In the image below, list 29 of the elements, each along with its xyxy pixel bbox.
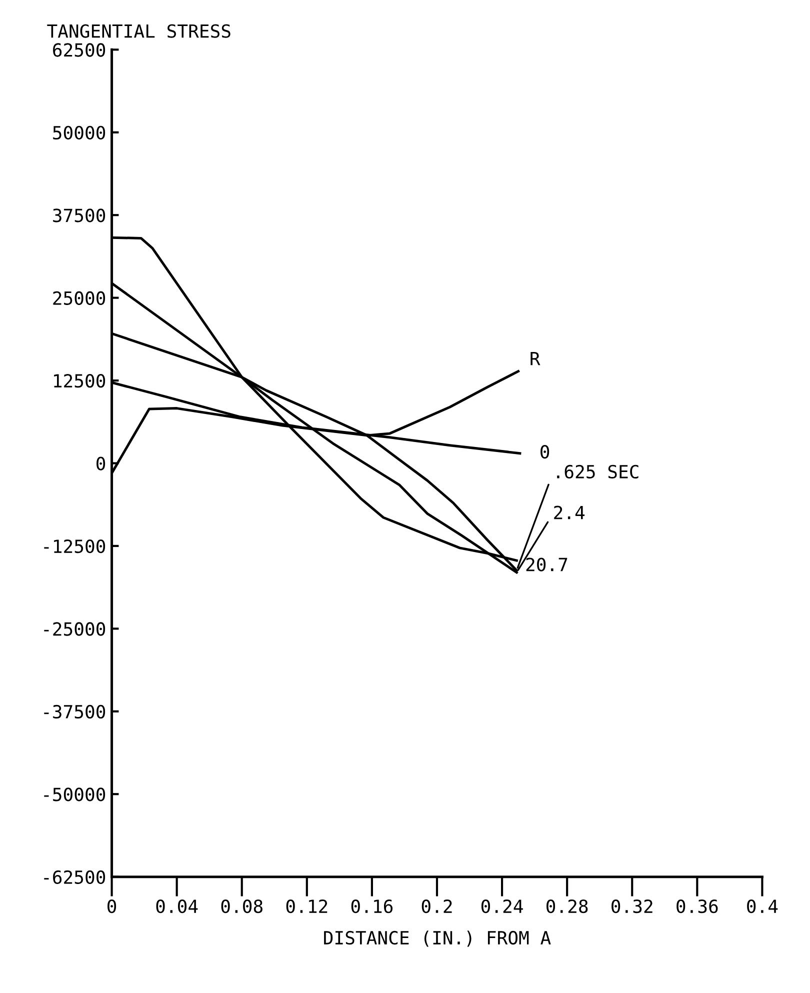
y-tick-label: -62500 [44, 870, 106, 884]
x-tick-label: 0.4 [747, 899, 778, 914]
y-tick-label: -37500 [44, 704, 106, 719]
x-axis-title: DISTANCE (IN.) FROM A [324, 930, 551, 947]
x-tick-label: 0.12 [286, 899, 328, 914]
x-tick-label: 0.2 [422, 899, 452, 914]
y-axis-title: TANGENTIAL STRESS [47, 24, 230, 38]
x-tick-label: 0.28 [546, 899, 588, 914]
x-tick-label: 0.04 [156, 899, 198, 914]
series-label: 20.7 [526, 558, 568, 572]
series-label: R [530, 352, 540, 366]
x-tick-label: 0.16 [351, 899, 393, 914]
y-tick-label: 12500 [54, 374, 106, 388]
series-label: 0 [540, 444, 550, 459]
y-tick-label: 50000 [53, 126, 106, 140]
y-tick-label: 0 [96, 456, 106, 470]
y-tick-label: 25000 [53, 291, 106, 305]
x-tick-label: 0.36 [676, 899, 718, 914]
x-tick-label: 0.32 [612, 899, 652, 914]
x-tick-label: 0 [108, 899, 116, 914]
y-tick-label: -12500 [44, 539, 106, 554]
y-tick-label: -50000 [44, 788, 106, 802]
text: 2.4 [554, 506, 585, 520]
text: .625 SEC [557, 464, 638, 478]
y-tick-label: 37500 [53, 208, 106, 222]
x-tick-label: 0.08 [221, 899, 262, 914]
x-tick-label: 0.24 [481, 899, 523, 914]
y-tick-label: 62500 [53, 43, 106, 57]
y-tick-label: -25000 [44, 622, 106, 636]
